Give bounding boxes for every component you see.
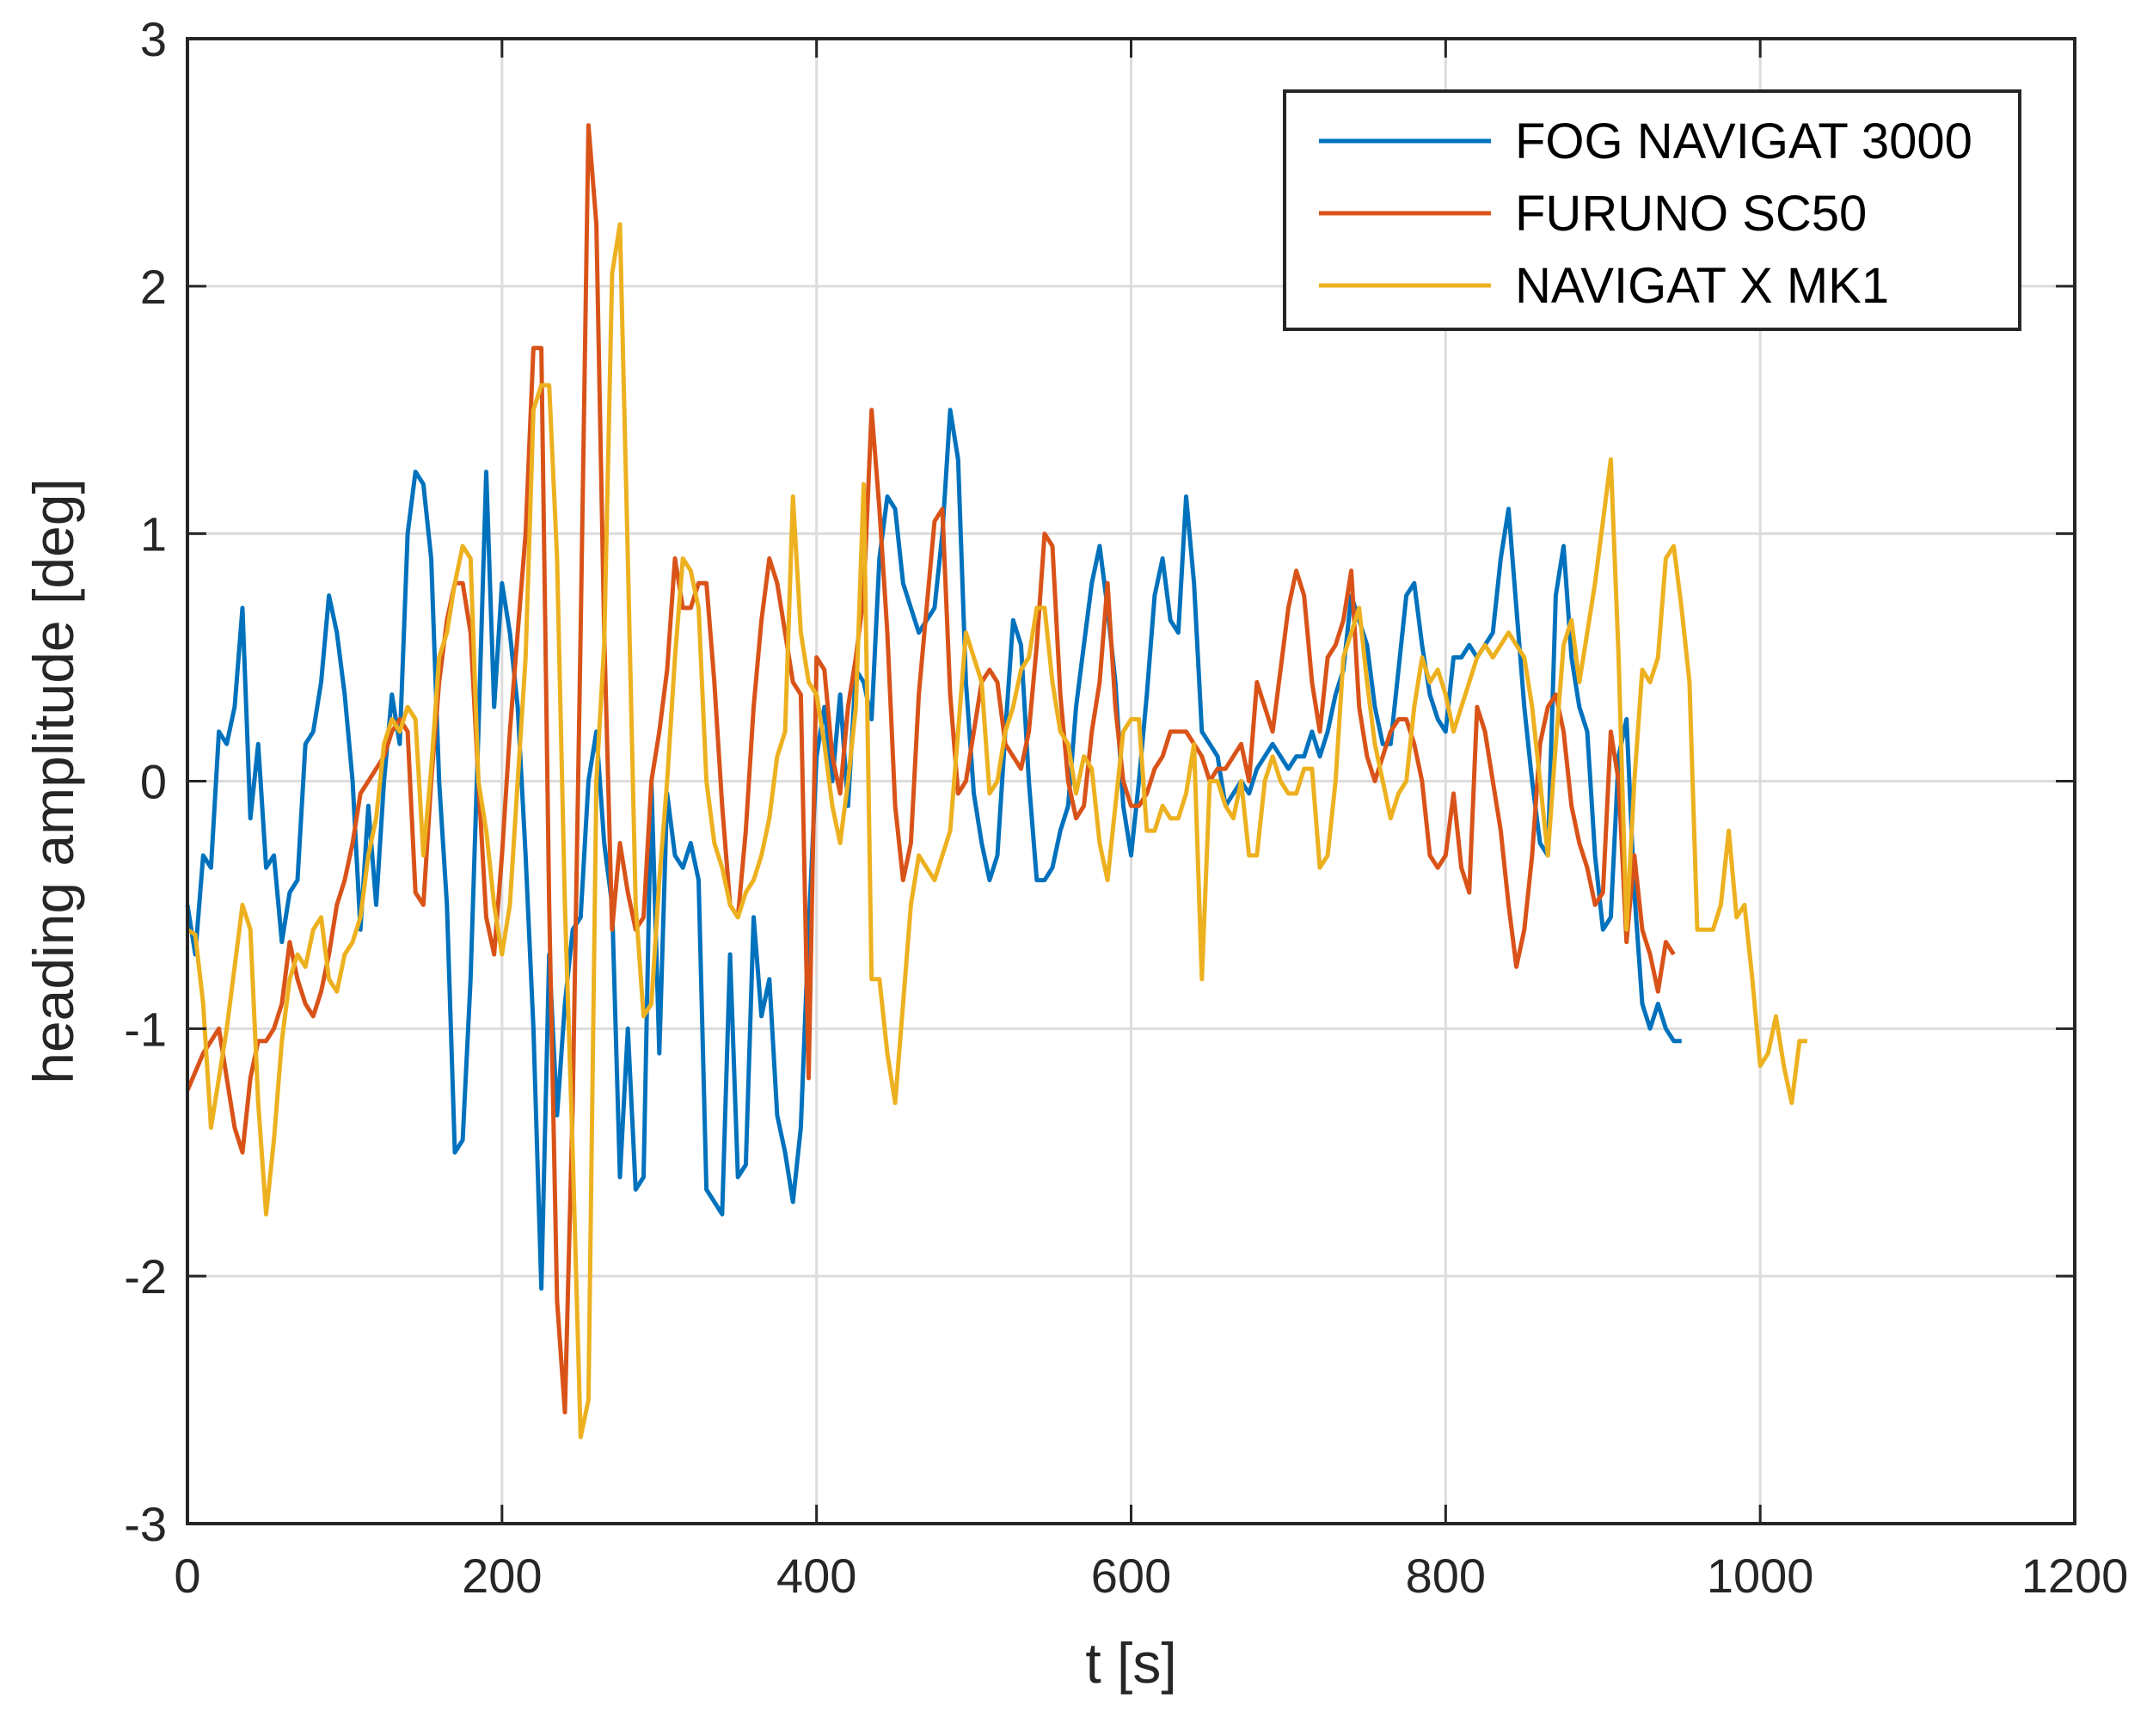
legend-box [1283,89,2021,331]
legend: FOG NAVIGAT 3000 FURUNO SC50 NAVIGAT X MK1 [1283,89,2021,331]
x-tick-labels: 0 200 400 600 800 1000 1200 [174,1549,2128,1603]
x-tick-label: 1000 [1707,1549,1814,1603]
x-tick-label: 0 [174,1549,200,1603]
x-tick-label: 400 [776,1549,856,1603]
series-lines [185,123,1807,1439]
x-tick-label: 200 [462,1549,542,1603]
legend-label-2: FURUNO SC50 [1515,186,1867,242]
y-axis-label: heading amplitude [deg] [21,478,85,1084]
y-tick-label: 1 [140,507,167,561]
y-tick-label: 2 [140,260,167,314]
x-tick-label: 800 [1406,1549,1486,1603]
series-line-3 [186,222,1807,1439]
axis-ticks [186,37,2076,1525]
x-tick-label: 600 [1091,1549,1171,1603]
y-tick-label: -1 [124,1002,167,1056]
y-tick-label: 3 [140,12,167,66]
legend-label-1: FOG NAVIGAT 3000 [1515,113,1972,169]
x-axis-label: t [s] [1085,1631,1176,1695]
y-tick-label: -3 [124,1497,167,1551]
legend-label-3: NAVIGAT X MK1 [1515,258,1889,314]
y-tick-labels: -3 -2 -1 0 1 2 3 [124,12,167,1551]
y-tick-label: -2 [124,1249,167,1304]
y-tick-label: 0 [140,755,167,809]
x-tick-label: 1200 [2021,1549,2129,1603]
